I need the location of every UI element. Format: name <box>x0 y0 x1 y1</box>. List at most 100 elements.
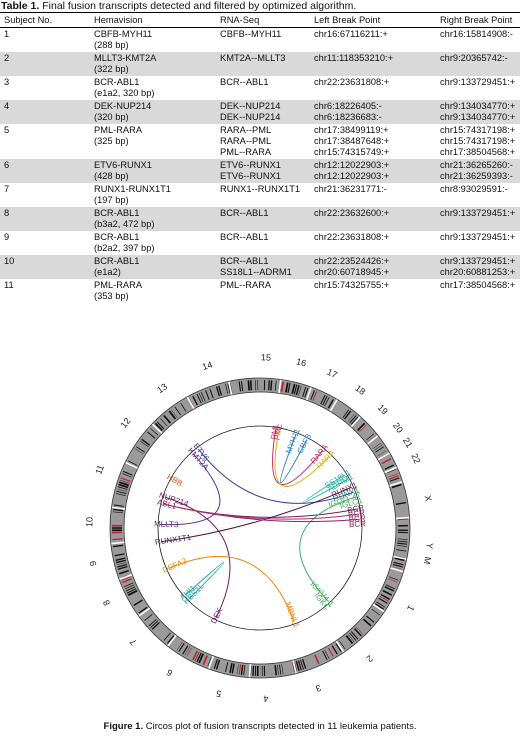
chromosome-band <box>388 576 399 581</box>
chromosome-label: 14 <box>201 359 214 372</box>
chromosome-band <box>365 615 375 623</box>
chromosome-label: 18 <box>353 383 367 397</box>
chromosome-band <box>349 415 357 424</box>
chromosome-label: 5 <box>215 688 222 699</box>
chromosome-band <box>121 576 132 581</box>
chromosome-band <box>119 569 129 575</box>
chromosome-band <box>381 458 392 465</box>
chromosome-band <box>136 446 145 453</box>
cell-right-break: chr21:36265260:- chr21:36259393:- <box>436 159 520 183</box>
cell-left-break-line: chr20:60718945:+ <box>314 267 390 277</box>
chromosome-band <box>113 508 124 512</box>
cell-right-break-line: chr17:38504568:+ <box>440 147 516 157</box>
fusion-link <box>279 434 308 484</box>
cell-hemavision-line: (e1a2) <box>94 267 121 277</box>
fusion-link <box>299 496 356 602</box>
chromosome-band <box>218 385 223 396</box>
cell-hemavision: RUNX1-RUNX1T1 (197 bp) <box>90 183 216 207</box>
chromosome-gap <box>388 566 405 573</box>
chromosome-band <box>196 652 202 663</box>
cell-hemavision-line: CBFB-MYH11 <box>94 29 153 39</box>
fusion-link <box>198 448 354 504</box>
cell-right-break-line: chr9:134034770:+ <box>440 101 516 111</box>
chromosome-band <box>227 383 231 394</box>
cell-hemavision: BCR-ABL1 (e1a2, 320 bp) <box>90 76 216 100</box>
cell-hemavision-line: (320 bp) <box>94 112 129 122</box>
cell-left-break-line: chr15:74315749:+ <box>314 147 390 157</box>
chromosome-band <box>114 553 125 557</box>
chromosome-band <box>138 606 148 614</box>
chromosome-band <box>388 578 398 583</box>
chromosome-label: 22 <box>409 452 422 465</box>
chromosome-band <box>394 557 405 562</box>
chromosome-band <box>322 650 328 661</box>
chromosome-band <box>163 414 172 424</box>
chromosome-band <box>397 517 408 521</box>
chromosome-band <box>300 659 304 670</box>
chromosome-band <box>154 422 164 432</box>
cell-left-break: chr22:23631808:+ <box>310 231 436 255</box>
chromosome-band <box>115 559 126 564</box>
chromosome-band <box>314 654 320 665</box>
cell-rnaseq-line: CBFB--MYH11 <box>220 29 282 39</box>
figure-caption-text: Circos plot of fusion transcripts detect… <box>143 721 417 732</box>
chromosome-band <box>112 538 123 541</box>
chromosome-band <box>200 392 206 402</box>
chromosome-band <box>294 661 298 672</box>
chromosome-gap <box>328 398 339 413</box>
chromosome-gap <box>109 541 126 545</box>
fusion-link <box>160 453 221 526</box>
chromosome-band <box>117 565 128 570</box>
chromosome-label: Y <box>424 542 435 549</box>
chromosome-band <box>238 664 242 675</box>
cell-left-break-line: chr16:67116211:+ <box>314 29 388 39</box>
chromosome-band <box>388 473 398 478</box>
cell-left-break-line: chr6:18226405:- <box>314 101 382 111</box>
chromosome-band <box>347 413 355 422</box>
chromosome-gap <box>248 662 252 679</box>
cell-subject: 1 <box>4 29 10 39</box>
cell-right-break-line: chr9:133729451:+ <box>440 208 516 218</box>
cell-hemavision-line: MLLT3-KMT2A <box>94 53 157 63</box>
cell-left-break-line: chr17:38499119:+ <box>314 125 389 135</box>
cell-hemavision-line: BCR-ABL1 <box>94 77 140 87</box>
figure-caption: Figure 1. Circos plot of fusion transcri… <box>0 721 520 732</box>
cell-hemavision: DEK-NUP214 (320 bp) <box>90 100 216 124</box>
cell-rnaseq-line: SS18L1--ADRM1 <box>220 267 292 277</box>
chromosome-band <box>274 380 277 391</box>
cell-right-break-line: chr21:36259393:- <box>440 171 513 181</box>
chromosome-gap <box>376 451 392 462</box>
chromosome-band <box>170 409 178 418</box>
gene-label: BCR <box>349 519 366 529</box>
chromosome-band <box>297 660 302 671</box>
chromosome-band <box>342 409 350 418</box>
chromosome-band <box>141 438 151 446</box>
chromosome-band <box>302 659 307 669</box>
table-row: 5 PML-RARA (325 bp) RARA--PML RARA--PML PML--… <box>0 124 520 159</box>
cell-right-break-line: chr15:74317198:+ <box>440 125 516 135</box>
cell-right-break: chr17:38504568:+ <box>436 279 520 303</box>
chromosome-band <box>150 620 159 628</box>
chromosome-band <box>356 422 366 432</box>
cell-left-break: chr21:36231771:- <box>310 183 436 207</box>
chromosome-band <box>335 643 342 653</box>
chromosome-band <box>250 665 252 676</box>
cell-subject: 8 <box>0 207 90 231</box>
chromosome-label: 6 <box>165 667 175 678</box>
chromosome-gap <box>277 378 282 395</box>
gene-label: HBB <box>165 472 184 488</box>
cell-subject: 3 <box>4 77 10 87</box>
chromosome-label: 15 <box>261 352 271 362</box>
chromosome-gap <box>186 395 196 411</box>
cell-hemavision: PML-RARA (353 bp) <box>90 279 216 303</box>
chromosome-band <box>377 450 387 457</box>
cell-right-break: chr15:74317198:+ chr15:74317198:+ chr17:38… <box>436 124 520 159</box>
cell-left-break-line: chr12:12022903:+ <box>314 171 390 181</box>
cell-hemavision-line: BCR-ABL1 <box>94 208 140 218</box>
chromosome-gap <box>371 602 386 614</box>
chromosome-band <box>355 626 364 635</box>
cell-rnaseq: BCR--ABL1 <box>216 231 310 255</box>
chromosome-band <box>123 470 133 476</box>
chromosome-band <box>118 481 130 487</box>
